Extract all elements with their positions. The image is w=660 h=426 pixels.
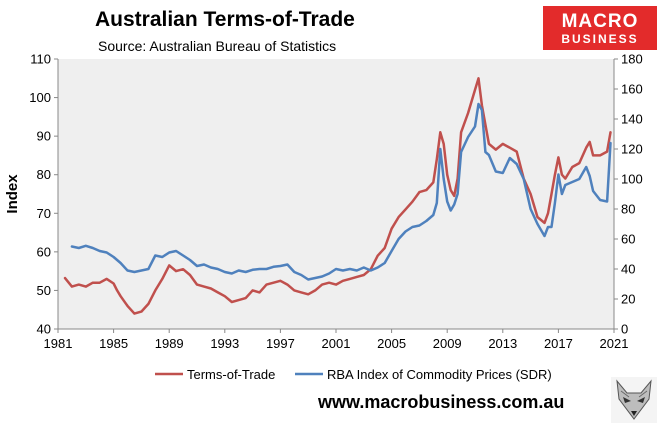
x-tick-label: 1989 xyxy=(155,336,184,351)
legend-label-rba: RBA Index of Commodity Prices (SDR) xyxy=(327,367,552,382)
y2-tick-label: 120 xyxy=(621,142,643,157)
chart-subtitle: Source: Australian Bureau of Statistics xyxy=(98,38,337,54)
y-tick-label: 70 xyxy=(37,206,51,221)
fox-icon xyxy=(611,377,657,423)
x-tick-label: 1981 xyxy=(44,336,73,351)
series-layer xyxy=(63,77,612,315)
axes: 40 50 60 70 80 90 100 110 0 20 40 60 80 100 120 140 160 1… xyxy=(29,52,642,352)
y-tick-label: 40 xyxy=(37,322,51,337)
y-tick-label: 90 xyxy=(37,129,51,144)
chart-title: Australian Terms-of-Trade xyxy=(95,8,355,31)
y-tick-label: 60 xyxy=(37,244,51,259)
x-tick-label: 2009 xyxy=(433,336,462,351)
x-tick-label: 2001 xyxy=(322,336,351,351)
y2-tick-label: 80 xyxy=(621,202,635,217)
x-tick-label: 1985 xyxy=(99,336,128,351)
y-tick-label: 80 xyxy=(37,167,51,182)
y-tick-label: 50 xyxy=(37,283,51,298)
y2-tick-label: 0 xyxy=(621,322,628,337)
y2-tick-label: 20 xyxy=(621,292,635,307)
y-tick-label: 100 xyxy=(29,90,51,105)
legend: Terms-of-Trade RBA Index of Commodity Pr… xyxy=(155,367,552,382)
logo-text-business: BUSINESS xyxy=(561,32,639,46)
logo-text-macro: MACRO xyxy=(561,11,639,32)
website-url: www.macrobusiness.com.au xyxy=(318,392,565,412)
y2-tick-label: 100 xyxy=(621,172,643,187)
x-tick-label: 1997 xyxy=(266,336,295,351)
y2-tick-label: 180 xyxy=(621,52,643,67)
y2-tick-label: 60 xyxy=(621,232,635,247)
macrobusiness-logo: MACRO BUSINESS xyxy=(543,6,657,50)
series-line-rba-commodity-index xyxy=(70,102,612,281)
x-tick-label: 2017 xyxy=(544,336,573,351)
y-tick-label: 110 xyxy=(30,52,51,67)
y2-tick-label: 40 xyxy=(621,262,635,277)
y-axis-label: Index xyxy=(4,174,21,214)
x-tick-label: 2013 xyxy=(488,336,517,351)
x-tick-label: 1993 xyxy=(210,336,239,351)
x-tick-label: 2005 xyxy=(377,336,406,351)
legend-label-tot: Terms-of-Trade xyxy=(187,367,275,382)
x-tick-label: 2021 xyxy=(600,336,629,351)
y2-tick-label: 160 xyxy=(621,82,643,97)
y2-tick-label: 140 xyxy=(621,112,643,127)
